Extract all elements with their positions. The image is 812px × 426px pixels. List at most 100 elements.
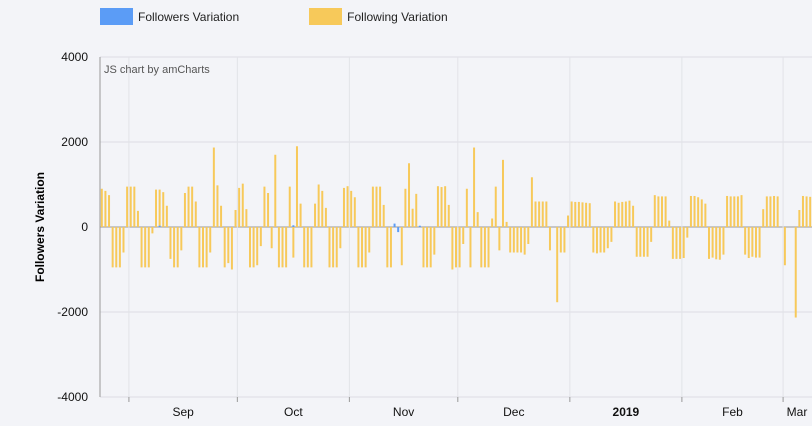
bar [147, 227, 150, 268]
bar [357, 227, 360, 268]
bar [726, 195, 729, 227]
legend-label-followers: Followers Variation [138, 9, 240, 24]
bar [494, 186, 497, 227]
bar [646, 227, 649, 257]
bar [122, 227, 125, 253]
bar [451, 227, 454, 270]
bar [375, 186, 378, 227]
bar [527, 227, 530, 244]
bar [263, 186, 266, 227]
bar [140, 227, 143, 268]
bar [480, 227, 483, 268]
bar [747, 227, 750, 259]
bar [664, 196, 667, 227]
bar [538, 201, 541, 227]
bar [675, 227, 678, 259]
bar [306, 227, 309, 268]
bar [628, 200, 631, 227]
bar [353, 197, 356, 227]
bar [697, 197, 700, 227]
bar [567, 215, 570, 227]
y-tick-label: -4000 [57, 390, 88, 404]
bar [245, 209, 248, 227]
bar [223, 227, 226, 268]
bar [339, 227, 342, 249]
bar [805, 196, 808, 227]
bar [642, 227, 645, 257]
x-tick-label: 2019 [613, 405, 640, 419]
bar [512, 227, 515, 253]
bar [585, 202, 588, 227]
bar [252, 227, 255, 268]
legend: Followers Variation Following Variation [100, 8, 518, 25]
bar [679, 227, 682, 259]
legend-item-followers[interactable]: Followers Variation [100, 8, 239, 25]
bar [440, 187, 443, 227]
x-tick-label: Mar [787, 405, 808, 419]
bar [288, 186, 291, 227]
bar [158, 189, 161, 227]
bar [606, 227, 609, 249]
bar [382, 204, 385, 227]
bar [801, 195, 804, 227]
bar [209, 227, 212, 253]
bar [520, 227, 523, 253]
bar [599, 227, 602, 253]
bar [501, 159, 504, 227]
bar [715, 227, 718, 260]
bar [277, 227, 280, 268]
bar [397, 227, 400, 233]
bar [476, 212, 479, 227]
bar [483, 227, 486, 268]
bar [505, 221, 508, 227]
bar [632, 205, 635, 227]
bar [610, 227, 613, 242]
bar [621, 201, 624, 227]
bar [205, 227, 208, 268]
bar [444, 186, 447, 227]
bar [303, 227, 306, 268]
bar [689, 195, 692, 227]
bar [422, 227, 425, 268]
bar [769, 196, 772, 227]
bar [108, 195, 111, 227]
bar [433, 227, 436, 255]
bar [415, 193, 418, 227]
bar [718, 227, 721, 260]
bar [104, 190, 107, 227]
bar [733, 196, 736, 227]
y-tick-label: 4000 [61, 50, 88, 64]
bar [187, 186, 190, 227]
bar [274, 154, 277, 227]
y-axis-title: Followers Variation [33, 172, 47, 282]
bar [227, 227, 230, 264]
bar [711, 227, 714, 258]
bar [765, 196, 768, 227]
bar [563, 227, 566, 253]
bar [700, 199, 703, 227]
bars [100, 146, 812, 318]
x-tick-label: Feb [722, 405, 743, 419]
bar [577, 201, 580, 227]
bar [169, 227, 172, 259]
bar [570, 201, 573, 227]
bar [292, 225, 295, 227]
bar [129, 186, 132, 227]
bar [686, 227, 689, 238]
bar [661, 196, 664, 227]
legend-item-following[interactable]: Following Variation [309, 8, 448, 25]
legend-swatch-following [309, 8, 343, 25]
bar [436, 186, 439, 227]
bar [639, 227, 642, 257]
bar [426, 227, 429, 268]
bar [751, 227, 754, 257]
bar [180, 227, 183, 251]
bar [462, 227, 465, 244]
bar [668, 220, 671, 227]
bar [234, 210, 237, 227]
bar [429, 227, 432, 268]
bar [212, 147, 215, 227]
bar [115, 227, 118, 268]
bar [534, 201, 537, 227]
